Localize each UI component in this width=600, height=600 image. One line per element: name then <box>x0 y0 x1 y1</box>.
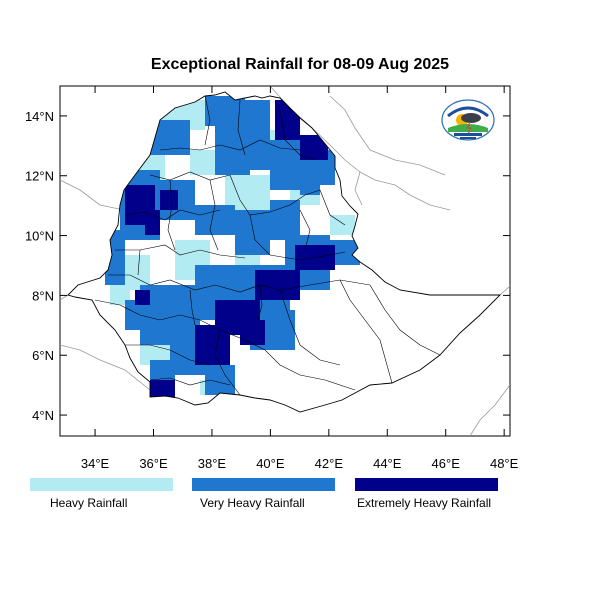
x-tick-label: 42°E <box>315 456 344 471</box>
map-title: Exceptional Rainfall for 08-09 Aug 2025 <box>150 56 450 73</box>
neighbor-boundaries <box>60 86 510 436</box>
y-tick-label: 14°N <box>25 109 54 124</box>
y-tick-label: 12°N <box>25 169 54 184</box>
legend-label-very-heavy: Very Heavy Rainfall <box>200 496 305 510</box>
legend-swatch-extremely-heavy <box>355 478 498 491</box>
y-tick-label: 6°N <box>32 348 54 363</box>
x-tick-label: 36°E <box>139 456 168 471</box>
legend-label-extremely-heavy: Extremely Heavy Rainfall <box>357 496 492 510</box>
y-axis-ticks: 4°N 6°N 8°N 10°N 12°N 14°N <box>25 109 510 423</box>
meteorology-institute-logo <box>440 98 496 144</box>
x-tick-label: 44°E <box>373 456 402 471</box>
x-tick-label: 48°E <box>490 456 519 471</box>
x-tick-label: 40°E <box>256 456 285 471</box>
x-tick-label: 46°E <box>432 456 461 471</box>
legend-swatch-heavy <box>30 478 173 491</box>
region-boundaries <box>94 95 441 396</box>
x-tick-label: 38°E <box>198 456 227 471</box>
extremely-heavy-rainfall-area <box>125 100 335 398</box>
legend-label-heavy: Heavy Rainfall <box>50 496 128 510</box>
x-tick-label: 34°E <box>81 456 110 471</box>
legend-swatch-very-heavy <box>192 478 335 491</box>
y-tick-label: 4°N <box>32 408 54 423</box>
country-outline <box>67 91 502 413</box>
x-axis-ticks: 34°E 36°E 38°E 40°E 42°E 44°E 46°E 48°E <box>81 86 519 471</box>
y-tick-label: 10°N <box>25 229 54 244</box>
y-tick-label: 8°N <box>32 288 54 303</box>
